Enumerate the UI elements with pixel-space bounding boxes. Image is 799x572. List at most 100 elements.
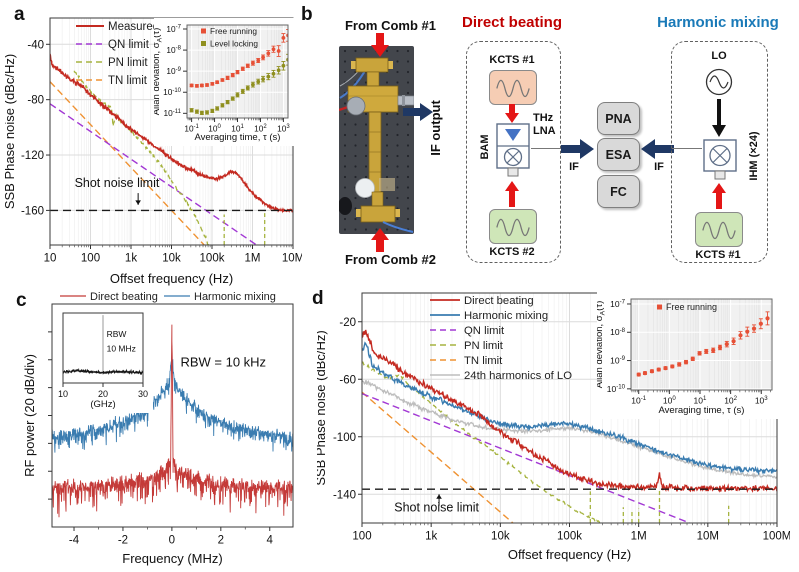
from-comb-1-label: From Comb #1 xyxy=(344,18,436,33)
setup-photo xyxy=(339,46,414,234)
chart-c-svg: -4 -2 0 2 4 Frequency (MHz) RF power (20 dB/di… xyxy=(22,291,294,566)
x-tick-label: 100k xyxy=(557,531,582,543)
x-tick-label: 101 xyxy=(231,123,244,133)
x-tick-label: 100 xyxy=(208,123,221,133)
series-tn-limit xyxy=(50,81,206,245)
legend: Direct beating Harmonic mixing xyxy=(60,291,276,303)
if-output-arrow-icon xyxy=(403,103,433,121)
x-tick-label: 100 xyxy=(352,531,371,543)
legend-label: Free running xyxy=(666,302,717,312)
phase-noise-chart-a: 10 100 1k 10k 100k 1M 10M -40 -80 -120 -160 Offset … xyxy=(2,4,304,289)
legend: Measured QN limit PN limit TN limit xyxy=(76,21,159,87)
kcts2-box xyxy=(489,209,537,244)
legend-label: Harmonic mixing xyxy=(194,291,276,303)
y-tick-label: -100 xyxy=(333,432,356,444)
ihm-mixer-symbol xyxy=(703,139,737,180)
x-tick-label: 103 xyxy=(755,395,768,405)
y-tick-label: -120 xyxy=(21,150,44,162)
x-tick-label: 1M xyxy=(245,253,261,265)
x-tick-label: 10-1 xyxy=(631,395,646,405)
x-tick-label: 100k xyxy=(200,253,225,265)
waveguide-flange-bottom xyxy=(360,205,396,223)
y-tick-label: 10-7 xyxy=(166,24,181,34)
if-right-label: IF xyxy=(654,161,664,173)
panel-letter-d: d xyxy=(312,288,324,309)
series-harmonic-mixing xyxy=(362,341,777,476)
series-level-locking xyxy=(189,53,288,115)
annotation: Shot noise limit xyxy=(394,501,479,515)
x-tick-label: 10 xyxy=(44,253,57,265)
y-axis-label: SSB Phase noise (dBc/Hz) xyxy=(5,54,17,209)
plot-frame xyxy=(630,298,773,391)
y-axis-label: Allan deviation, σA(τ) xyxy=(597,301,607,389)
rf-spectrum-chart-c: -4 -2 0 2 4 Frequency (MHz) RF power (20 dB/di… xyxy=(5,288,299,569)
lo-label: LO xyxy=(711,50,727,62)
y-tick-label: 10-11 xyxy=(164,108,182,118)
x-tick-label: -4 xyxy=(69,535,80,547)
x-tick-label: 10M xyxy=(282,253,302,265)
legend-label: Direct beating xyxy=(464,295,534,307)
allan-deviation-inset-a: 10-1 100 101 102 103 10-7 10-8 10-9 10-10 10-11 Av… xyxy=(151,18,295,146)
fc-box: FC xyxy=(597,175,640,208)
x-axis-label: Offset frequency (Hz) xyxy=(508,547,631,562)
x-tick-label: 2 xyxy=(218,535,224,547)
series-group xyxy=(63,315,143,376)
series-group xyxy=(50,53,293,245)
series-group xyxy=(189,29,288,115)
if-right-arrow-icon xyxy=(641,139,674,159)
lo-oscillator-icon xyxy=(705,68,733,96)
x-tick-label: 10 xyxy=(58,389,68,399)
annotation: Shot noise limit xyxy=(75,176,160,190)
y-tick-label: 10-9 xyxy=(610,355,625,365)
inset-c-svg: 10 20 30 (GHz) RBW 10 MHz xyxy=(58,312,148,410)
legend-label: 24th harmonics of LO xyxy=(464,370,572,382)
series-group xyxy=(636,311,770,377)
series-free-running xyxy=(189,29,288,88)
phase-noise-chart-d: 100 1k 10k 100k 1M 10M 100M -20 -60 -100 -140 Offse… xyxy=(313,283,791,565)
x-tick-label: 30 xyxy=(138,389,148,399)
if-output-label: IF output xyxy=(428,100,443,156)
x-tick-label: 100 xyxy=(81,253,100,265)
y-axis-label: SSB Phase noise (dBc/Hz) xyxy=(317,330,328,485)
inset-d-svg: 10-1 100 101 102 103 10-7 10-8 10-9 10-10 Averagi… xyxy=(594,298,773,416)
allan-deviation-inset-d: 10-1 100 101 102 103 10-7 10-8 10-9 10-10 Averagi… xyxy=(594,292,780,419)
legend-label: TN limit xyxy=(108,75,148,87)
legend-label: Harmonic mixing xyxy=(464,310,548,322)
if-connector xyxy=(397,95,414,106)
y-tick-label: -140 xyxy=(333,489,356,501)
thz-label: THz xyxy=(533,112,554,124)
y-tick-label: 10-8 xyxy=(610,327,625,337)
x-axis-label: Averaging time, τ (s) xyxy=(659,405,745,416)
x-axis-label: (GHz) xyxy=(90,399,115,410)
legend-label: PN limit xyxy=(108,57,148,69)
annotation: RBW = 10 kHz xyxy=(180,354,266,369)
x-tick-label: 20 xyxy=(98,389,108,399)
kcts1-right-box xyxy=(695,212,743,247)
legend: Free running Level locking xyxy=(201,26,258,49)
kcts1r-to-ihm-arrow-icon xyxy=(712,183,726,209)
if-left-label: IF xyxy=(569,161,579,173)
axes: 10 20 30 xyxy=(58,383,148,399)
legend-label: Direct beating xyxy=(90,291,158,303)
chart-d-svg: 100 1k 10k 100k 1M 10M 100M -20 -60 -100 -140 Offse… xyxy=(313,292,791,562)
annotation: RBW xyxy=(107,329,127,339)
kcts1-label: KCTS #1 xyxy=(489,54,535,66)
from-comb-2-label: From Comb #2 xyxy=(344,252,436,267)
bam-label: BAM xyxy=(479,134,491,160)
y-tick-label: 10-7 xyxy=(610,299,625,309)
pna-box: PNA xyxy=(597,102,640,135)
comb1-arrow-icon xyxy=(371,33,389,57)
x-tick-label: 4 xyxy=(267,535,274,547)
kcts1-box xyxy=(489,70,537,105)
y-axis-label: RF power (20 dB/div) xyxy=(22,354,37,477)
y-tick-label: -80 xyxy=(27,95,44,107)
bam-mixer-symbol xyxy=(496,123,530,177)
axes: 10 100 1k 10k 100k 1M 10M -40 -80 -120 -160 xyxy=(21,39,304,265)
panel-letter-c: c xyxy=(16,290,27,311)
chart-a-svg: 10 100 1k 10k 100k 1M 10M -40 -80 -120 -160 Offset … xyxy=(2,17,304,286)
legend: Direct beating Harmonic mixing QN limit PN … xyxy=(430,295,572,382)
x-axis-label: Frequency (MHz) xyxy=(122,551,222,566)
series-qn-limit xyxy=(50,103,258,245)
panel-letter-a: a xyxy=(14,4,25,25)
x-tick-label: 1k xyxy=(425,531,437,543)
